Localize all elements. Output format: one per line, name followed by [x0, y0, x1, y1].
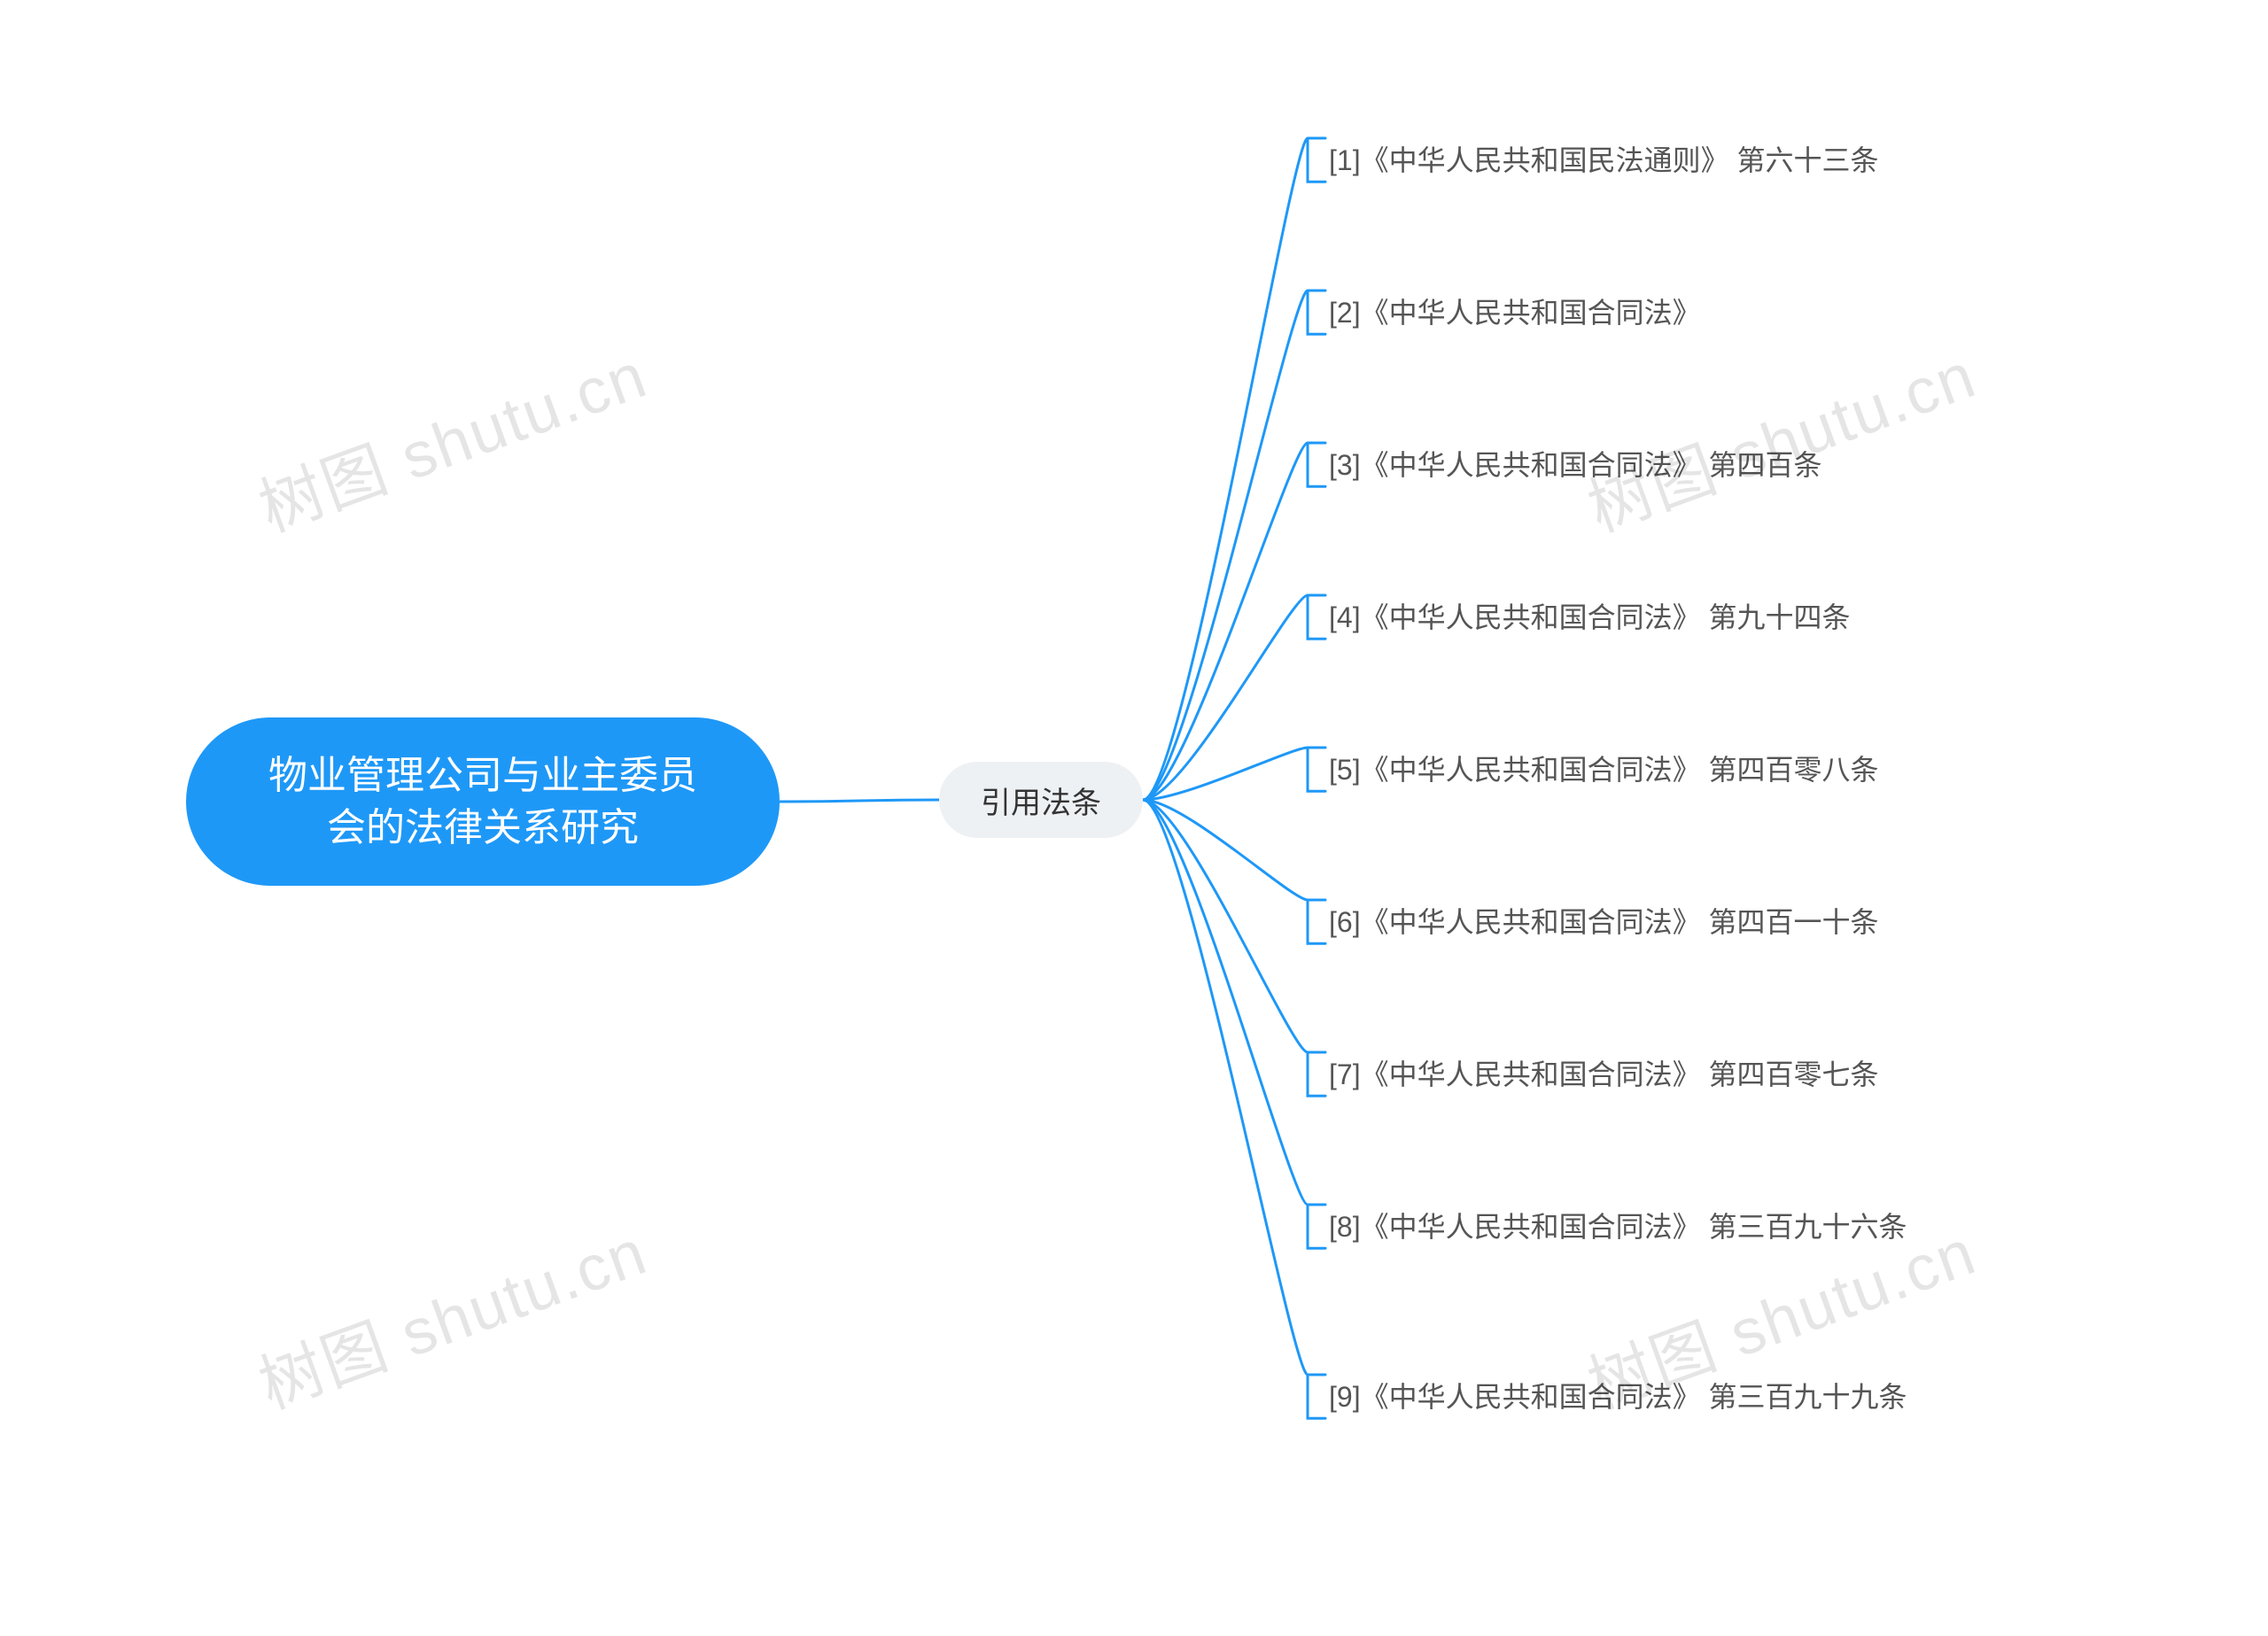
mindmap-leaf-node[interactable]: [3]《中华人民共和国合同法》 第四百条	[1329, 446, 1984, 485]
watermark-text: 树图 shutu.cn	[245, 323, 657, 549]
mindmap-leaf-label: [1]《中华人民共和国民法通则》 第六十三条	[1329, 142, 1878, 180]
mindmap-leaf-label: [9]《中华人民共和国合同法》 第三百九十九条	[1329, 1378, 1907, 1416]
watermark-text: 树图 shutu.cn	[1573, 323, 1986, 549]
mindmap-leaf-node[interactable]: [9]《中华人民共和国合同法》 第三百九十九条	[1329, 1378, 1984, 1416]
mindmap-leaf-node[interactable]: [6]《中华人民共和国合同法》 第四百一十条	[1329, 903, 1984, 942]
mindmap-root-node[interactable]: 物业管理公司与业主委员 会的法律关系研究	[186, 717, 780, 886]
mindmap-leaf-node[interactable]: [7]《中华人民共和国合同法》 第四百零七条	[1329, 1056, 1984, 1094]
mindmap-leaf-node[interactable]: [5]《中华人民共和国合同法》 第四百零八条	[1329, 751, 1984, 789]
mindmap-leaf-label: [6]《中华人民共和国合同法》 第四百一十条	[1329, 903, 1878, 942]
watermark-text: 树图 shutu.cn	[245, 1200, 657, 1426]
mindmap-leaf-label: [4]《中华人民共和国合同法》 第九十四条	[1329, 599, 1850, 637]
mindmap-leaf-node[interactable]: [4]《中华人民共和国合同法》 第九十四条	[1329, 599, 1984, 637]
mindmap-leaf-label: [5]《中华人民共和国合同法》 第四百零八条	[1329, 751, 1878, 789]
mindmap-leaf-node[interactable]: [2]《中华人民共和国合同法》	[1329, 294, 1984, 332]
mindmap-category-label: 引用法条	[981, 779, 1101, 822]
mindmap-leaf-label: [3]《中华人民共和国合同法》 第四百条	[1329, 446, 1821, 485]
mindmap-leaf-label: [7]《中华人民共和国合同法》 第四百零七条	[1329, 1056, 1878, 1094]
mindmap-leaf-label: [2]《中华人民共和国合同法》	[1329, 294, 1701, 332]
mindmap-leaf-label: [8]《中华人民共和国合同法》 第三百九十六条	[1329, 1208, 1907, 1246]
mindmap-leaf-node[interactable]: [8]《中华人民共和国合同法》 第三百九十六条	[1329, 1208, 1984, 1246]
mindmap-leaf-node[interactable]: [1]《中华人民共和国民法通则》 第六十三条	[1329, 142, 1984, 180]
mindmap-root-label: 物业管理公司与业主委员 会的法律关系研究	[268, 749, 697, 855]
mindmap-category-node[interactable]: 引用法条	[939, 762, 1143, 838]
